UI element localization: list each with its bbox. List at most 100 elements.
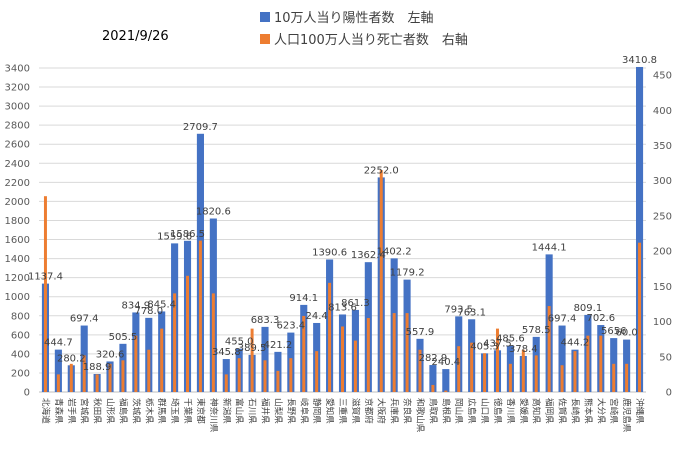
category-label: 埼玉県 [169, 398, 181, 424]
bar-deaths [560, 365, 564, 392]
data-label: 623.4 [277, 321, 306, 332]
bar-deaths [108, 363, 112, 392]
bar-deaths [328, 282, 332, 392]
bar-deaths [95, 374, 99, 392]
legend-swatch-cases [260, 12, 270, 22]
data-label: 813.6 [328, 302, 357, 313]
category-label: 鳥取県 [427, 398, 439, 424]
category-label: 沖縄県 [634, 398, 646, 424]
category-label: 栃木県 [143, 398, 155, 424]
data-label: 5656 [601, 326, 626, 337]
category-label: 宮城県 [79, 398, 91, 424]
legend-label-cases: 10万人当り陽性者数 左軸 [274, 11, 434, 26]
category-label: 福岡県 [544, 398, 555, 424]
bar-deaths [586, 335, 590, 392]
bar-deaths [211, 293, 215, 392]
category-label: 徳島県 [492, 398, 504, 424]
data-label: 557.9 [406, 327, 435, 338]
legend-label-deaths: 人口100万人当り死亡者数 右軸 [274, 33, 468, 48]
bar-deaths [405, 313, 409, 392]
bar-cases [261, 326, 269, 392]
data-label: 1362.4 [351, 250, 386, 261]
data-label: 1444.1 [532, 242, 567, 253]
category-label: 静岡県 [311, 398, 323, 424]
right-tick-label: 350 [653, 141, 672, 152]
data-label: 24.4 [306, 311, 328, 322]
data-label: 697.4 [548, 314, 577, 325]
data-label: 1390.6 [312, 247, 347, 258]
data-label: 485.6 [496, 334, 525, 345]
category-label: 岐阜県 [298, 398, 310, 424]
data-label: 282.9 [419, 353, 448, 364]
data-label: 320.6 [96, 349, 125, 360]
category-label: 山口県 [479, 398, 490, 424]
bar-deaths [56, 374, 60, 392]
category-label: 滋賀県 [350, 398, 362, 424]
category-label: 福島県 [117, 398, 129, 424]
bar-deaths [470, 342, 474, 392]
category-label: 愛媛県 [518, 398, 530, 424]
category-label: 愛知県 [324, 398, 336, 424]
data-label: 702.6 [586, 313, 615, 324]
data-label: 778.0 [134, 306, 163, 317]
category-label: 山形県 [105, 398, 116, 424]
bar-deaths [353, 340, 357, 392]
category-label: 富山県 [234, 398, 246, 424]
bar-deaths [508, 363, 512, 392]
left-tick-label: 3200 [5, 83, 30, 94]
category-label: 青森県 [53, 398, 65, 424]
data-label: 280.2 [57, 353, 86, 364]
bar-cases [54, 349, 62, 392]
data-label: 3410.8 [622, 55, 657, 66]
bar-deaths [495, 328, 499, 392]
bar-cases [635, 66, 644, 392]
data-label: 697.4 [70, 314, 99, 325]
category-label: 広島県 [466, 398, 478, 424]
category-label: 山梨県 [272, 398, 284, 424]
bar-deaths [573, 351, 577, 392]
category-label: 佐賀県 [557, 398, 569, 424]
bar-deaths [315, 351, 319, 392]
bar-deaths [444, 390, 448, 392]
category-label: 群馬県 [156, 398, 168, 424]
bar-deaths [121, 360, 125, 392]
category-label: 京都府 [363, 398, 375, 424]
bar-deaths [599, 335, 603, 392]
bar-deaths [302, 315, 306, 392]
category-label: 宮崎県 [608, 398, 620, 424]
right-tick-label: 100 [653, 317, 672, 328]
data-label: 505.5 [109, 332, 138, 343]
category-label: 岩手県 [66, 398, 78, 424]
left-tick-label: 2200 [5, 178, 30, 189]
category-label: 三重県 [337, 398, 349, 424]
bar-deaths [263, 360, 267, 392]
data-label: 405.3 [470, 341, 499, 352]
bar-cases [442, 369, 450, 392]
category-label: 秋田県 [92, 398, 104, 424]
legend: 10万人当り陽性者数 左軸 人口100万人当り死亡者数 右軸 [260, 11, 468, 48]
data-label: 1179.2 [390, 268, 425, 279]
bar-deaths [431, 384, 435, 392]
data-label: 809.1 [574, 303, 603, 314]
category-label: 北海道 [40, 398, 52, 424]
data-label: 793.5 [444, 304, 473, 315]
left-tick-label: 1000 [5, 292, 30, 303]
bar-deaths [341, 326, 344, 392]
data-label: 834.9 [122, 300, 151, 311]
category-label: 大分県 [595, 398, 607, 424]
right-tick-label: 0 [666, 388, 672, 399]
category-label: 神奈川県 [208, 398, 220, 433]
left-tick-label: 2400 [5, 159, 30, 170]
bar-deaths [250, 328, 254, 392]
data-label: 683.3 [251, 315, 280, 326]
right-tick-label: 150 [653, 282, 672, 293]
bar-deaths [147, 349, 151, 392]
category-label: 熊本県 [582, 398, 594, 424]
category-label: 香川県 [505, 398, 516, 424]
left-axis: 0 200 400 600 800 1000 1200 1400 1600 1800 2000 220… [5, 64, 30, 399]
right-tick-label: 400 [653, 106, 672, 117]
left-tick-label: 3000 [5, 102, 30, 113]
left-tick-label: 3400 [5, 64, 30, 75]
